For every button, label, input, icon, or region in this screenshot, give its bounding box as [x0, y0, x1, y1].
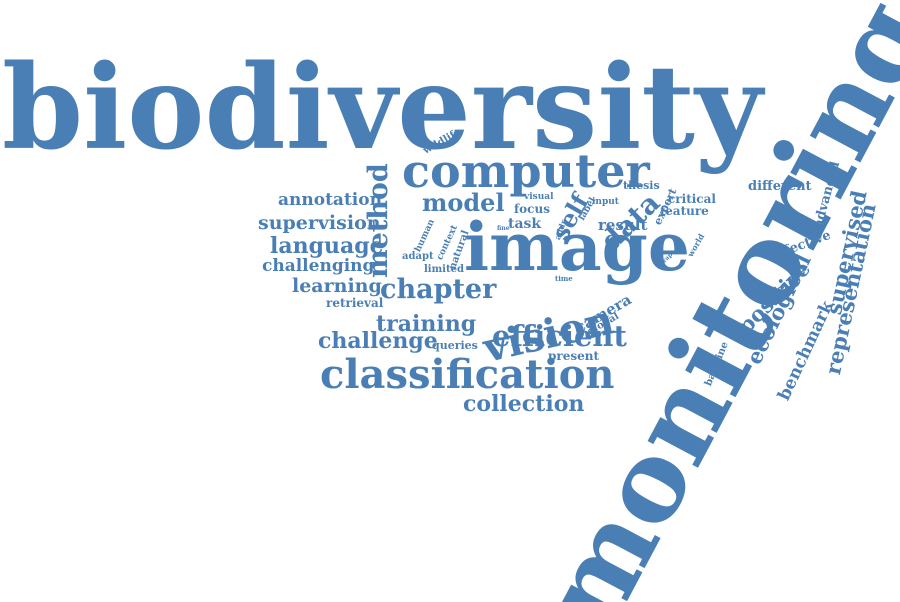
word-human: human: [413, 217, 437, 254]
word-present: present: [548, 349, 600, 363]
word-feature: feature: [660, 204, 709, 218]
word-challenge: challenge: [318, 328, 438, 354]
word-supervision: supervision: [258, 212, 381, 234]
word-learning: learning: [292, 275, 382, 297]
word-annotation: annotation: [278, 190, 382, 210]
word-efficient: efficient: [492, 319, 627, 353]
word-model: model: [422, 188, 505, 217]
word-chapter: chapter: [380, 274, 497, 305]
word-training: training: [376, 311, 477, 337]
word-biodiversity: biodiversity: [2, 40, 763, 176]
word-critical: critical: [668, 192, 716, 206]
word-challenging: challenging: [262, 256, 375, 276]
word-method: method: [363, 163, 394, 278]
word-image: image: [464, 208, 690, 286]
word-focus: focus: [514, 202, 550, 216]
word-retrieval: retrieval: [326, 296, 384, 310]
word-adapt: adapt: [402, 251, 434, 262]
word-classification: classification: [320, 351, 615, 398]
word-input: input: [592, 197, 619, 207]
word-different: different: [748, 179, 812, 194]
word-visual: visual: [524, 192, 554, 202]
word-computer: computer: [402, 144, 650, 198]
word-fine: fine: [497, 225, 510, 232]
word-limited: limited: [424, 264, 464, 275]
word-task: task: [508, 216, 542, 232]
word-queries: queries: [432, 339, 478, 352]
word-collection: collection: [463, 391, 585, 417]
word-thesis: thesis: [623, 179, 660, 192]
word-result: result: [598, 216, 648, 234]
word-language: language: [270, 233, 384, 259]
word-time: time: [555, 274, 573, 283]
